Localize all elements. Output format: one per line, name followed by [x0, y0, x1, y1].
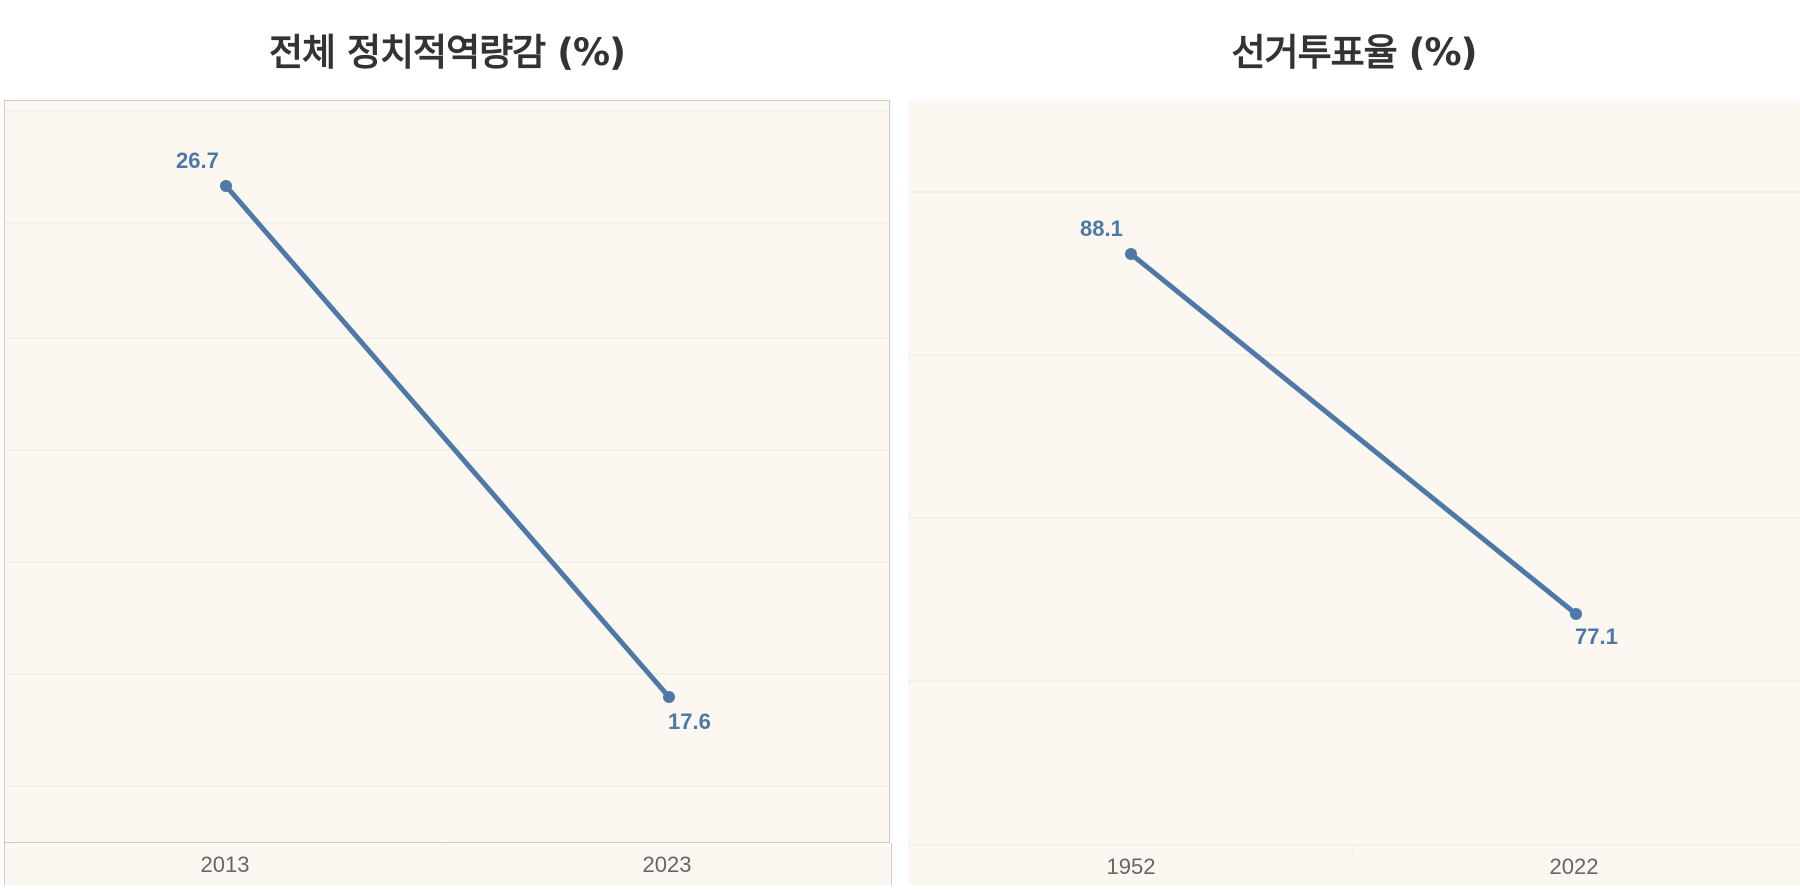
data-label-2013: 26.7: [176, 148, 219, 173]
x-tick-2023: 2023: [642, 852, 692, 877]
data-point-2013: [220, 180, 232, 192]
data-point-2023: [663, 691, 675, 703]
gridlines-left: [5, 110, 888, 787]
data-label-2022: 77.1: [1575, 624, 1618, 649]
data-point-1952: [1125, 248, 1137, 260]
chart-title-political-efficacy: 전체 정치적역량감 (%): [269, 31, 626, 74]
x-tick-2013: 2013: [200, 852, 250, 877]
line-series-voter-turnout: [1128, 251, 1579, 617]
x-tick-2022: 2022: [1549, 854, 1599, 879]
gridlines-right: [908, 191, 1800, 846]
data-point-2022: [1570, 608, 1582, 620]
line-series-political-efficacy: [223, 183, 672, 700]
data-label-2023: 17.6: [668, 709, 711, 734]
plot-area-political-efficacy: [4, 100, 890, 843]
x-axis-political-efficacy: [4, 843, 892, 885]
x-tick-1952: 1952: [1106, 854, 1156, 879]
data-label-1952: 88.1: [1080, 216, 1123, 241]
chart-title-voter-turnout: 선거투표율 (%): [1231, 31, 1478, 74]
